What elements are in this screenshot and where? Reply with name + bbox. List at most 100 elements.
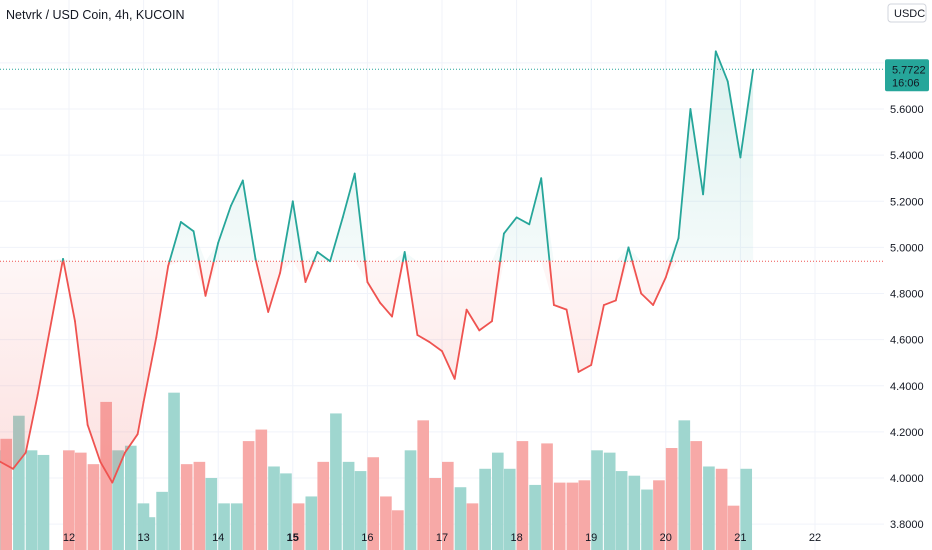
price-line-segment [366,281,381,304]
price-line-segment [0,460,14,470]
price-line-segment [301,260,307,283]
price-line-segment [602,299,617,306]
volume-bar [87,464,100,550]
y-tick-label: 4.2000 [890,427,924,439]
volume-bar [541,443,553,550]
price-line-segment [499,232,505,263]
volume-bar [740,468,753,550]
x-tick-label: 13 [137,532,149,544]
last-price-badge-bg [885,59,929,92]
volume-bar [230,503,243,550]
price-line-segment [217,204,232,244]
price-line-segment [503,216,518,235]
volume-bar [0,438,13,550]
price-line-segment [664,260,672,279]
price-line-segment [279,260,284,274]
area-above-baseline [0,51,754,262]
volume-bar [292,503,305,550]
volume-bar [143,517,156,550]
price-line-segment [624,246,630,263]
volume-bar [137,503,150,550]
price-line-segment [86,424,102,463]
price-line-segment [111,451,126,484]
price-line-segment [291,200,304,263]
price-line-segment [614,260,627,302]
last-price-badge: 5.7722 16:06 [885,59,929,92]
price-line-segment [12,451,27,470]
x-tick-label: 15 [287,532,299,544]
price-line-segment [36,260,64,396]
volume-bar [628,475,641,550]
volume-bar [665,448,678,550]
y-tick-label: 4.6000 [890,335,924,347]
price-line-segment [465,308,481,332]
volume-bar [553,482,566,550]
price-line-segment [379,301,393,318]
volume-bar [529,484,541,550]
volume-bar [703,466,715,550]
volume-bar [330,413,342,550]
volume-bar [479,468,491,550]
price-axis[interactable]: 3.8000 4.0000 4.2000 4.4000 4.6000 4.8000 5.00… [890,58,924,531]
price-line-segment [364,260,369,283]
volume-bar [342,461,355,550]
price-line-segment [453,308,468,380]
volume-bar [13,415,25,550]
y-tick-label: 4.4000 [890,381,924,393]
x-tick-label: 14 [212,532,224,544]
price-line-segment [204,260,215,297]
x-tick-label: 22 [809,532,821,544]
volume-bar [429,478,441,550]
x-tick-label: 16 [361,532,373,544]
chart-title: Netvrk / USD Coin, 4h, KUCOIN [6,8,185,22]
volume-bar [715,468,728,550]
volume-bar [218,503,230,550]
price-line-segment [714,50,729,83]
time-axis[interactable]: 12 13 14 15 16 17 18 19 20 21 22 [63,532,821,544]
price-line-segment [528,177,543,226]
volume-bar [578,480,591,550]
volume-bar [404,450,417,550]
y-tick-label: 5.6000 [890,104,924,116]
currency-button-bg [887,3,927,23]
volume-bar [690,441,703,550]
price-line-segment [267,271,282,313]
price-line-segment [255,260,270,313]
currency-button[interactable]: USDC [887,3,927,23]
bar-countdown: 16:06 [892,77,920,89]
price-line-segment [316,251,332,263]
y-tick-label: 5.4000 [890,150,924,162]
price-line-segment [428,341,443,353]
price-line-segment [329,216,344,263]
volume-bar [417,420,430,550]
x-tick-label: 12 [63,532,75,544]
x-tick-label: 20 [660,532,672,544]
volume-bar [124,445,137,550]
price-line-segment [241,179,257,260]
y-tick-label: 3.8000 [890,519,924,531]
volume-bar [268,466,280,550]
y-tick-label: 4.8000 [890,289,924,301]
volume-bar [678,420,691,550]
x-tick-label: 17 [436,532,448,544]
volume-bar [442,461,454,550]
volume-bar [317,461,330,550]
volume-bar [63,450,75,550]
last-price-value: 5.7722 [892,64,926,76]
price-line-segment [515,216,531,226]
price-line-segment [702,50,717,196]
x-tick-label: 19 [585,532,597,544]
price-line-segment [548,260,555,306]
x-tick-label: 21 [734,532,746,544]
volume-bar [156,491,168,550]
volume-bar [392,510,404,550]
price-line-segment [192,230,201,263]
volume-bar [25,450,38,550]
volume-bar [354,471,367,550]
currency-label: USDC [894,8,925,20]
price-line-segment [441,350,456,380]
price-line [0,50,754,484]
x-tick-label: 18 [510,532,522,544]
volume-bar [100,401,112,550]
